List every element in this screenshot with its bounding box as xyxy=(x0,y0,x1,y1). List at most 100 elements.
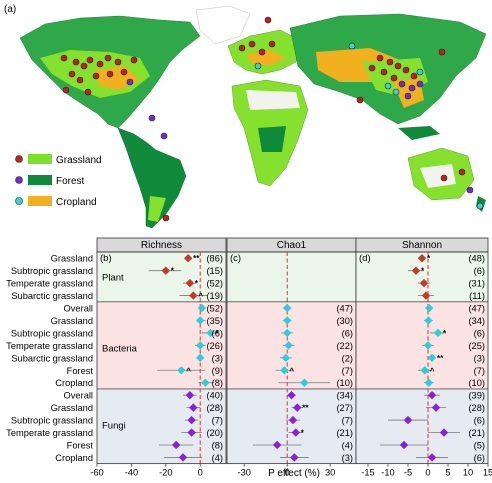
sample-size: (10) xyxy=(468,378,485,388)
row-label: Temperate grassland xyxy=(6,279,93,289)
group-background xyxy=(227,252,356,302)
sample-size: (27) xyxy=(336,403,353,413)
legend-cropland-marker xyxy=(15,197,23,205)
row-label: Overall xyxy=(64,391,93,401)
significance-mark: * xyxy=(216,329,220,338)
point-marker xyxy=(185,278,195,288)
sample-size: (6) xyxy=(474,416,485,426)
point-marker xyxy=(196,341,205,350)
legend-grassland-swatch xyxy=(28,154,52,164)
significance-mark: ** xyxy=(302,404,309,413)
panel-title: Shannon xyxy=(402,240,442,251)
point-marker xyxy=(185,390,195,400)
sample-size: (7) xyxy=(212,416,223,426)
panel-title: Richness xyxy=(141,240,182,251)
row-label: Forest xyxy=(67,440,94,450)
panel-letter: (c) xyxy=(230,253,241,264)
x-tick-label: -20 xyxy=(159,468,172,478)
significance-mark: ^ xyxy=(430,366,435,375)
point-marker xyxy=(425,303,434,313)
sample-size: (26) xyxy=(206,341,223,351)
group-label: Fungi xyxy=(102,421,126,432)
sample-size: (3) xyxy=(474,353,485,363)
sample-size: (20) xyxy=(206,428,223,438)
group-label: Plant xyxy=(102,272,124,283)
point-marker xyxy=(189,403,198,412)
significance-mark: * xyxy=(301,429,305,438)
x-tick-label: 30 xyxy=(325,468,335,478)
x-tick-label: -60 xyxy=(90,468,103,478)
point-marker xyxy=(189,291,198,300)
sample-size: (52) xyxy=(206,279,223,289)
group-label: Bacteria xyxy=(102,343,138,354)
row-label: Temperate grassland xyxy=(6,341,93,351)
point-marker xyxy=(420,366,429,375)
sample-size: (86) xyxy=(206,254,223,264)
significance-mark: * xyxy=(421,267,425,276)
point-marker xyxy=(423,341,433,350)
sample-size: (34) xyxy=(468,316,485,326)
forest-plot: Grassland Subtropic grassland Temperate gr… xyxy=(6,237,492,478)
group-background xyxy=(97,388,226,464)
row-label: Subarctic grassland xyxy=(11,353,93,363)
sample-size: (15) xyxy=(206,266,223,276)
row-label: Subtropic grassland xyxy=(11,266,93,276)
point-marker xyxy=(183,254,193,263)
row-label: Subtropic grassland xyxy=(11,416,93,426)
sample-size: (7) xyxy=(342,416,353,426)
point-marker xyxy=(288,415,298,425)
sample-size: (21) xyxy=(336,428,353,438)
panel-letter: (b) xyxy=(100,253,112,264)
legend-forest-label: Forest xyxy=(56,176,85,187)
legend-cropland-swatch xyxy=(28,196,52,206)
point-marker xyxy=(171,440,181,450)
significance-mark: ^ xyxy=(198,292,203,301)
sample-size: (40) xyxy=(206,391,223,401)
legend-forest-swatch xyxy=(28,175,52,185)
significance-mark: * xyxy=(443,329,447,338)
point-marker xyxy=(187,415,196,425)
sample-size: (7) xyxy=(342,366,353,376)
sample-size: (6) xyxy=(212,328,223,338)
point-marker xyxy=(439,428,449,437)
significance-mark: * xyxy=(195,279,199,288)
point-marker xyxy=(424,316,433,325)
group-background xyxy=(356,388,488,464)
point-marker xyxy=(284,341,293,350)
row-label: Grassland xyxy=(51,316,93,326)
point-marker xyxy=(403,415,413,425)
sample-size: (6) xyxy=(474,266,485,276)
sample-size: (4) xyxy=(342,440,353,450)
world-map: (a) Grassland Forest Cropland xyxy=(0,0,492,232)
point-marker xyxy=(283,316,292,325)
panel-chao1: Chao1(c)(47)(30)(6)(22)(2)^ (7)(10)(34)**… xyxy=(226,237,357,478)
sample-size: (28) xyxy=(468,403,485,413)
sample-points xyxy=(60,16,484,222)
x-tick-label: 15 xyxy=(483,468,492,478)
point-marker xyxy=(417,254,427,263)
point-marker xyxy=(290,453,299,462)
row-label: Grassland xyxy=(51,254,93,264)
point-marker xyxy=(421,291,431,300)
point-marker xyxy=(272,440,282,450)
sample-size: (48) xyxy=(468,254,485,264)
point-marker xyxy=(206,328,215,338)
greenland xyxy=(195,5,251,45)
sample-size: (52) xyxy=(206,304,223,314)
point-marker xyxy=(287,390,296,400)
sample-size: (3) xyxy=(342,453,353,463)
x-tick-label: 0 xyxy=(285,468,290,478)
panel-a-label: (a) xyxy=(4,4,16,15)
sample-size: (5) xyxy=(474,440,485,450)
x-tick-label: -5 xyxy=(404,468,412,478)
point-marker xyxy=(293,403,302,412)
group-background xyxy=(227,388,356,464)
sample-size: (7) xyxy=(474,366,485,376)
sample-size: (28) xyxy=(206,403,223,413)
sample-size: (35) xyxy=(206,316,223,326)
sample-size: (6) xyxy=(474,328,485,338)
panel-frame xyxy=(96,251,227,465)
point-marker xyxy=(196,316,205,325)
point-marker xyxy=(419,278,429,288)
